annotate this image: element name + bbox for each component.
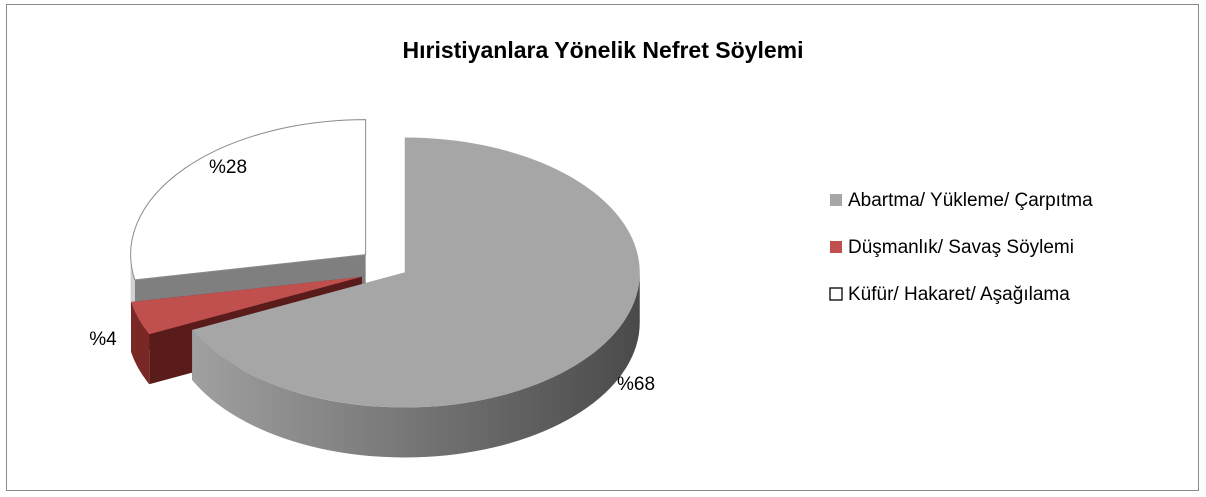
data-label: %4 (89, 329, 117, 350)
legend-marker (830, 194, 842, 206)
legend-marker (829, 287, 843, 301)
slice-side (131, 276, 362, 353)
chart-title: Hıristiyanlara Yönelik Nefret Söylemi (403, 37, 804, 63)
data-label: %28 (209, 157, 247, 178)
slice-side (192, 272, 640, 458)
slice (130, 119, 367, 281)
slice (131, 276, 362, 335)
legend-marker (830, 241, 842, 253)
legend-label: Küfür/ Hakaret/ Aşağılama (848, 284, 1070, 305)
slice (192, 137, 640, 408)
data-label: %68 (617, 374, 655, 395)
legend-label: Abartma/ Yükleme/ Çarpıtma (848, 190, 1093, 211)
legend-label: Düşmanlık/ Savaş Söylemi (848, 237, 1074, 258)
slice-side (131, 302, 150, 385)
